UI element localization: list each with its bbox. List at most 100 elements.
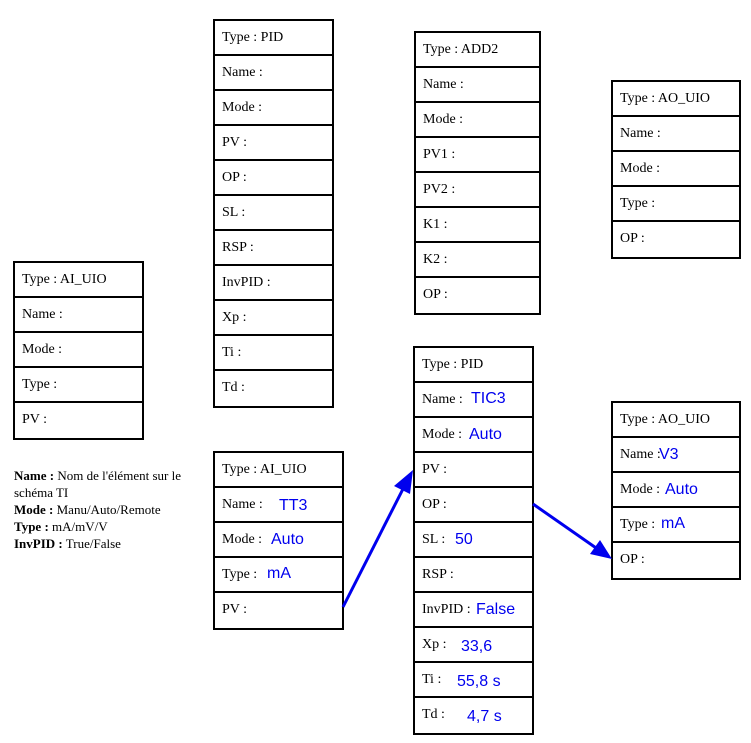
- name-value: V3: [659, 446, 679, 463]
- type-row: Type :: [613, 187, 739, 222]
- type-row: Type :: [15, 368, 142, 403]
- name-label: Name :: [620, 447, 661, 462]
- xp-label: Xp :: [222, 310, 247, 325]
- pv-label: PV :: [222, 602, 248, 617]
- type-label: Type :: [620, 196, 656, 211]
- mode-row: Mode :: [416, 103, 539, 138]
- block-type: Type : PID: [422, 357, 484, 372]
- invpid-row: InvPID : False: [415, 593, 532, 628]
- mode-row: Mode :: [613, 152, 739, 187]
- name-row: Name :: [613, 117, 739, 152]
- mode-value: Auto: [271, 531, 304, 548]
- legend-item: Name : Nom de l'élément sur le schéma TI: [14, 467, 204, 501]
- mode-row: Mode : Auto: [215, 523, 342, 558]
- arrowhead-v3-op: [590, 540, 612, 559]
- legend-text: True/False: [65, 536, 121, 551]
- op-label: OP :: [620, 231, 645, 246]
- type-label: Type :: [22, 377, 58, 392]
- ao-block-v3: Type : AO_UIO Name : V3 Mode : Auto Type :…: [611, 401, 741, 580]
- legend-item: InvPID : True/False: [14, 535, 204, 552]
- mode-label: Mode :: [222, 532, 263, 547]
- mode-label: Mode :: [423, 112, 464, 127]
- block-type: Type : PID: [222, 30, 284, 45]
- op-row: OP :: [415, 488, 532, 523]
- arrow-tic3-op-to-v3-op: [532, 502, 600, 552]
- ti-row: Ti : 55,8 s: [415, 663, 532, 698]
- mode-label: Mode :: [222, 100, 263, 115]
- mode-row: Mode :: [215, 91, 332, 126]
- invpid-row: InvPID :: [215, 266, 332, 301]
- pv-row: PV :: [215, 126, 332, 161]
- pv-label: PV :: [22, 412, 48, 427]
- name-row: Name : V3: [613, 438, 739, 473]
- pv2-row: PV2 :: [416, 173, 539, 208]
- xp-row: Xp : 33,6: [415, 628, 532, 663]
- mode-row: Mode : Auto: [415, 418, 532, 453]
- op-row: OP :: [215, 161, 332, 196]
- legend-key: Type :: [14, 519, 49, 534]
- name-value: TIC3: [471, 390, 506, 407]
- type-label: Type :: [620, 517, 656, 532]
- block-type-row: Type : AO_UIO: [613, 82, 739, 117]
- sl-label: SL :: [222, 205, 246, 220]
- pv1-label: PV1 :: [423, 147, 456, 162]
- pv-label: PV :: [222, 135, 248, 150]
- legend-item: Mode : Manu/Auto/Remote: [14, 501, 204, 518]
- rsp-row: RSP :: [415, 558, 532, 593]
- type-label: Type :: [222, 567, 258, 582]
- block-type-row: Type : AI_UIO: [215, 453, 342, 488]
- block-type: Type : AO_UIO: [620, 91, 711, 106]
- block-type-row: Type : PID: [215, 21, 332, 56]
- sl-row: SL :: [215, 196, 332, 231]
- name-row: Name : TIC3: [415, 383, 532, 418]
- name-label: Name :: [620, 126, 661, 141]
- pv1-row: PV1 :: [416, 138, 539, 173]
- mode-label: Mode :: [620, 161, 661, 176]
- block-type: Type : AO_UIO: [620, 412, 711, 427]
- td-row: Td : 4,7 s: [415, 698, 532, 733]
- td-label: Td :: [422, 707, 445, 722]
- add2-block: Type : ADD2 Name : Mode : PV1 : PV2 : K1…: [414, 31, 541, 315]
- block-type-row: Type : AO_UIO: [613, 403, 739, 438]
- sl-row: SL : 50: [415, 523, 532, 558]
- name-label: Name :: [222, 65, 263, 80]
- pv2-label: PV2 :: [423, 182, 456, 197]
- type-value: mA: [267, 565, 291, 582]
- mode-label: Mode :: [22, 342, 63, 357]
- mode-row: Mode : Auto: [613, 473, 739, 508]
- sl-value: 50: [455, 531, 473, 548]
- type-row: Type : mA: [215, 558, 342, 593]
- invpid-value: False: [476, 601, 516, 618]
- pid-block-top: Type : PID Name : Mode : PV : OP : SL : …: [213, 19, 334, 408]
- k2-row: K2 :: [416, 243, 539, 278]
- name-row: Name :: [215, 56, 332, 91]
- name-label: Name :: [22, 307, 63, 322]
- name-value: TT3: [279, 497, 308, 514]
- block-type-row: Type : AI_UIO: [15, 263, 142, 298]
- arrow-tt3-pv-to-tic3-pv: [341, 484, 407, 608]
- k1-row: K1 :: [416, 208, 539, 243]
- name-row: Name : TT3: [215, 488, 342, 523]
- invpid-label: InvPID :: [222, 275, 271, 290]
- op-label: OP :: [222, 170, 247, 185]
- legend-text: Manu/Auto/Remote: [56, 502, 161, 517]
- td-label: Td :: [222, 380, 245, 395]
- ti-label: Ti :: [222, 345, 242, 360]
- legend-key: Name :: [14, 468, 55, 483]
- xp-value: 33,6: [461, 638, 493, 655]
- k2-label: K2 :: [423, 252, 448, 267]
- name-row: Name :: [416, 68, 539, 103]
- pid-block-tic3: Type : PID Name : TIC3 Mode : Auto PV : OP…: [413, 346, 534, 735]
- legend-text: mA/mV/V: [52, 519, 108, 534]
- ti-label: Ti :: [422, 672, 442, 687]
- mode-label: Mode :: [620, 482, 661, 497]
- type-row: Type : mA: [613, 508, 739, 543]
- pv-label: PV :: [422, 462, 448, 477]
- block-type: Type : AI_UIO: [22, 272, 107, 287]
- xp-label: Xp :: [422, 637, 447, 652]
- k1-label: K1 :: [423, 217, 448, 232]
- mode-row: Mode :: [15, 333, 142, 368]
- ai-block-left: Type : AI_UIO Name : Mode : Type : PV :: [13, 261, 144, 440]
- op-row: OP :: [613, 543, 739, 578]
